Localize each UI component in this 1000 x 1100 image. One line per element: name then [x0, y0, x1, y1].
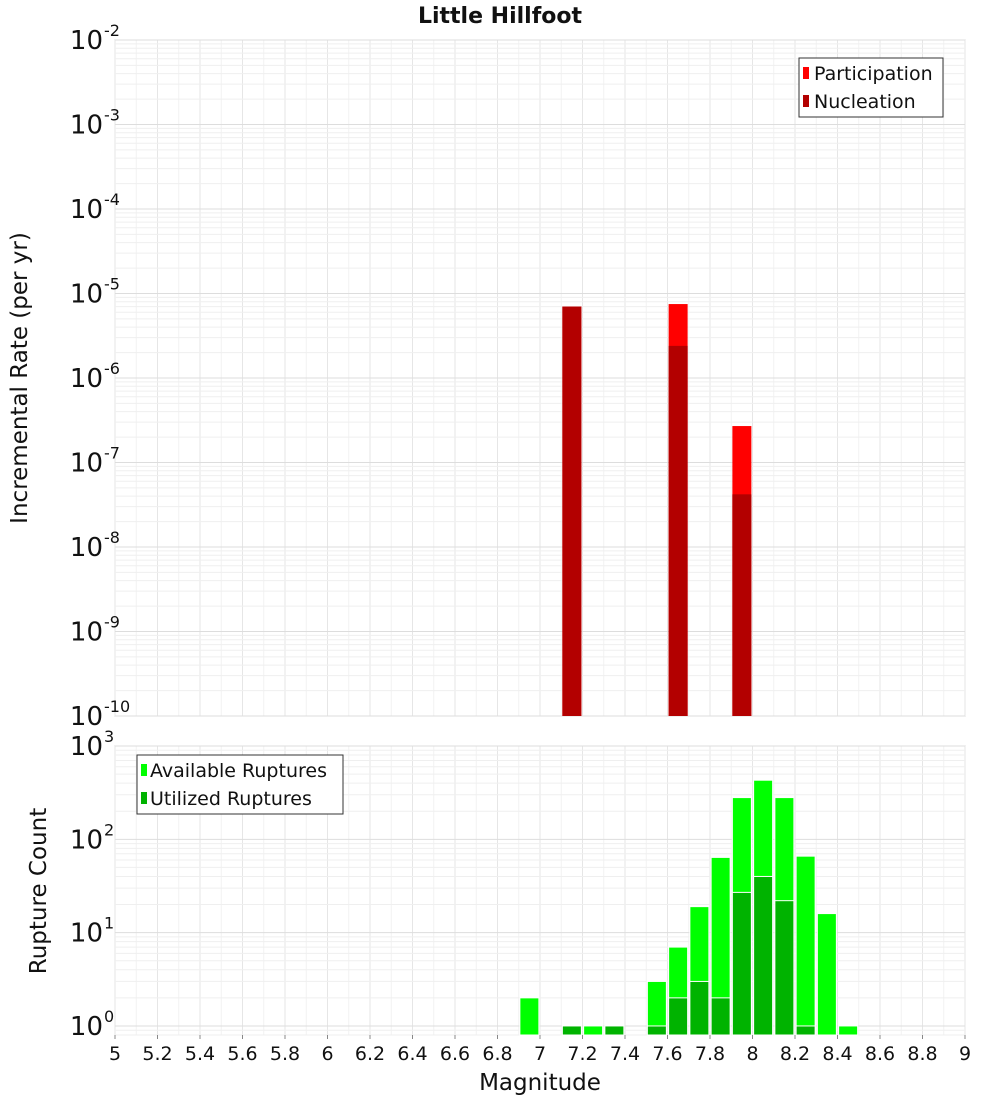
x-tick-label: 5.6 — [227, 1043, 257, 1065]
rate-y-tick-exponent: -3 — [104, 106, 120, 125]
participation-swatch — [803, 67, 809, 79]
rate-y-tick-exponent: -10 — [104, 697, 130, 716]
participation-legend-label: Participation — [814, 63, 933, 85]
rate-y-tick-base: 10 — [70, 533, 103, 563]
rate-y-tick-exponent: -2 — [104, 21, 120, 40]
rate-legend: Participation Nucleation — [798, 57, 944, 118]
x-tick-label: 7.4 — [610, 1043, 640, 1065]
rupture-y-tick-base: 10 — [70, 825, 103, 855]
rupture-utilized-ruptures-bar — [561, 1025, 582, 1036]
x-tick-label: 7 — [534, 1043, 546, 1065]
rupture-legend: Available Ruptures Utilized Ruptures — [136, 754, 344, 815]
nucleation-legend-label: Nucleation — [814, 91, 916, 113]
rate-y-tick-exponent: -8 — [104, 528, 120, 547]
rate-y-tick-base: 10 — [70, 195, 103, 225]
magnitude-x-tick-labels: 5 5.2 5.4 5.6 5.8 6 6.2 6.4 6.6 6.8 7 7.2 7.4 7.6 7.8 8… — [109, 1035, 971, 1065]
rupture-y-tick-base: 10 — [70, 732, 103, 762]
rupture-y-tick-exponent: 2 — [104, 820, 114, 839]
rate-y-tick-base: 10 — [70, 618, 103, 648]
x-tick-label: 8.4 — [822, 1043, 852, 1065]
rupture-y-tick-base: 10 — [70, 919, 103, 949]
chart-title: Little Hillfoot — [418, 4, 583, 29]
nucleation-swatch — [803, 95, 809, 107]
rate-y-tick-base: 10 — [70, 449, 103, 479]
rate-y-axis-title: Incremental Rate (per yr) — [7, 232, 33, 524]
x-tick-label: 5 — [109, 1043, 121, 1065]
x-tick-label: 8.2 — [780, 1043, 810, 1065]
x-tick-label: 8.6 — [865, 1043, 895, 1065]
rate-y-tick-exponent: -4 — [104, 190, 120, 209]
rupture-available-ruptures-bar — [838, 1025, 859, 1036]
x-tick-label: 5.4 — [185, 1043, 215, 1065]
rupture-available-ruptures-bar — [519, 997, 540, 1036]
x-tick-label: 6 — [321, 1043, 333, 1065]
x-tick-label: 6.4 — [397, 1043, 427, 1065]
rupture-y-tick-exponent: 3 — [104, 727, 114, 746]
utilized-ruptures-legend-label: Utilized Ruptures — [150, 788, 312, 810]
x-tick-label: 6.8 — [482, 1043, 512, 1065]
rupture-available-ruptures-bar — [795, 855, 816, 1036]
rupture-utilized-ruptures-bar — [710, 997, 731, 1036]
rate-y-tick-base: 10 — [70, 280, 103, 310]
rate-y-tick-exponent: -9 — [104, 613, 120, 632]
rupture-plot-bars — [519, 779, 859, 1036]
rupture-legend-box — [136, 754, 344, 815]
rate-nucleation-bar — [732, 494, 752, 716]
x-tick-label: 7.6 — [652, 1043, 682, 1065]
rate-nucleation-bar — [562, 306, 582, 716]
x-tick-label: 5.8 — [270, 1043, 300, 1065]
rupture-utilized-ruptures-bar — [604, 1025, 625, 1036]
rupture-y-tick-exponent: 1 — [104, 914, 114, 933]
rate-plot-bars — [562, 304, 752, 716]
rate-y-tick-base: 10 — [70, 364, 103, 394]
rupture-y-tick-base: 10 — [70, 1012, 103, 1042]
rupture-utilized-ruptures-bar — [668, 997, 689, 1036]
utilized-ruptures-swatch — [141, 792, 147, 804]
rupture-utilized-ruptures-bar — [795, 1025, 816, 1036]
available-ruptures-swatch — [141, 764, 147, 776]
rupture-available-ruptures-bar — [816, 913, 837, 1036]
rupture-utilized-ruptures-bar — [753, 875, 774, 1036]
rate-y-tick-base: 10 — [70, 702, 103, 732]
x-axis-title: Magnitude — [479, 1070, 601, 1096]
available-ruptures-legend-label: Available Ruptures — [150, 760, 327, 782]
rate-plot-grid — [114, 39, 966, 717]
rupture-utilized-ruptures-bar — [689, 980, 710, 1036]
x-tick-label: 8.8 — [907, 1043, 937, 1065]
rupture-y-tick-exponent: 0 — [104, 1007, 114, 1026]
rupture-plot-grid — [114, 745, 966, 1036]
rate-y-tick-exponent: -7 — [104, 444, 120, 463]
x-tick-label: 7.2 — [567, 1043, 597, 1065]
x-tick-label: 6.6 — [440, 1043, 470, 1065]
rupture-y-axis-title: Rupture Count — [26, 808, 52, 974]
x-tick-label: 5.2 — [142, 1043, 172, 1065]
rate-y-tick-exponent: -6 — [104, 359, 120, 378]
rate-y-tick-exponent: -5 — [104, 275, 120, 294]
x-tick-label: 9 — [959, 1043, 971, 1065]
rate-y-tick-base: 10 — [70, 111, 103, 141]
rate-y-tick-base: 10 — [70, 26, 103, 56]
rupture-utilized-ruptures-bar — [646, 1025, 667, 1036]
x-tick-label: 8 — [746, 1043, 758, 1065]
rupture-available-ruptures-bar — [583, 1025, 604, 1036]
x-tick-label: 6.2 — [355, 1043, 385, 1065]
rupture-utilized-ruptures-bar — [774, 900, 795, 1036]
x-tick-label: 7.8 — [695, 1043, 725, 1065]
rate-nucleation-bar — [668, 345, 688, 716]
rate-legend-box — [798, 57, 944, 118]
rupture-utilized-ruptures-bar — [731, 891, 752, 1036]
